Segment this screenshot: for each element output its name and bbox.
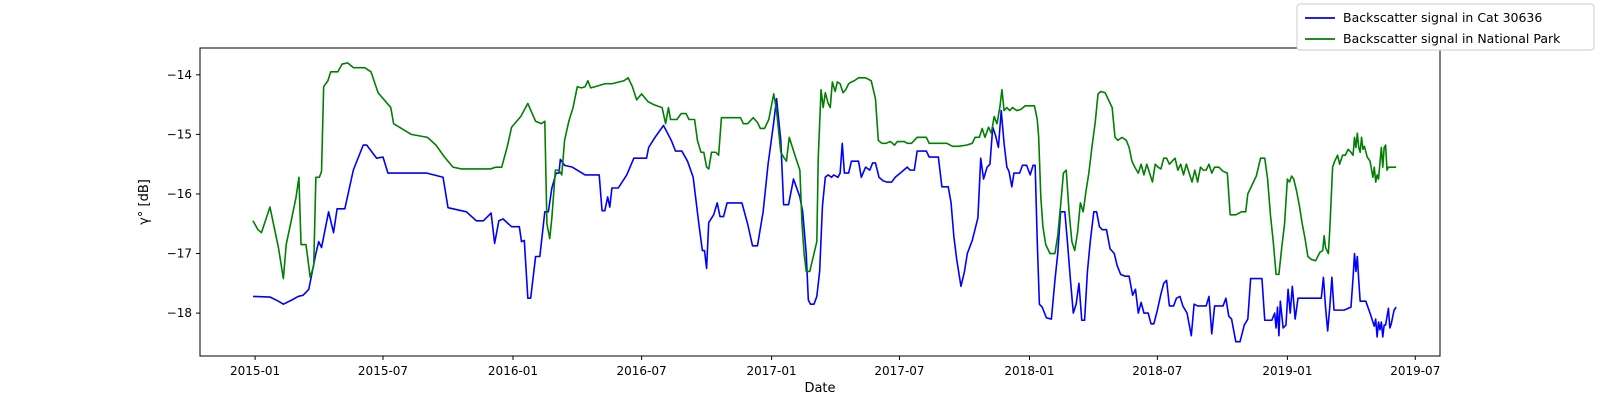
plot-frame [199, 47, 1441, 357]
x-tick-label: 2019-01 [1262, 364, 1312, 378]
x-tick-label: 2018-01 [1004, 364, 1054, 378]
x-tick-label: 2015-01 [230, 364, 280, 378]
y-tick-label: −14 [167, 68, 192, 82]
series-line-cat-30636 [252, 97, 1397, 343]
plot-lines [252, 62, 1397, 343]
y-tick-label: −15 [167, 127, 192, 141]
y-tick-label: −18 [167, 306, 192, 320]
x-axis-label: Date [804, 381, 835, 396]
x-tick-label: 2018-07 [1132, 364, 1182, 378]
y-tick-label: −16 [167, 187, 192, 201]
x-tick-label: 2015-07 [358, 364, 408, 378]
legend-label-cat-30636: Backscatter signal in Cat 30636 [1343, 10, 1542, 25]
y-tick-label: −17 [167, 247, 192, 261]
legend-label-national-park: Backscatter signal in National Park [1343, 31, 1561, 46]
x-tick-label: 2016-07 [617, 364, 667, 378]
y-axis-ticks: −14 −15 −16 −17 −18 [167, 68, 200, 320]
y-axis-label: γ° [dB] [137, 179, 152, 225]
legend-box [1296, 3, 1595, 51]
series-line-national-park [252, 62, 1397, 280]
x-tick-label: 2016-01 [488, 364, 538, 378]
x-tick-label: 2017-07 [874, 364, 924, 378]
legend: Backscatter signal in Cat 30636 Backscat… [1296, 3, 1595, 51]
x-tick-label: 2019-07 [1390, 364, 1440, 378]
x-axis-ticks: 2015-01 2015-07 2016-01 2016-07 2017-01 2017-… [230, 356, 1440, 378]
x-tick-label: 2017-01 [747, 364, 797, 378]
